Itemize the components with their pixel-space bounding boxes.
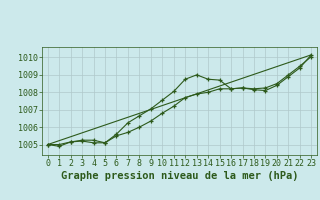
X-axis label: Graphe pression niveau de la mer (hPa): Graphe pression niveau de la mer (hPa) — [61, 171, 298, 181]
